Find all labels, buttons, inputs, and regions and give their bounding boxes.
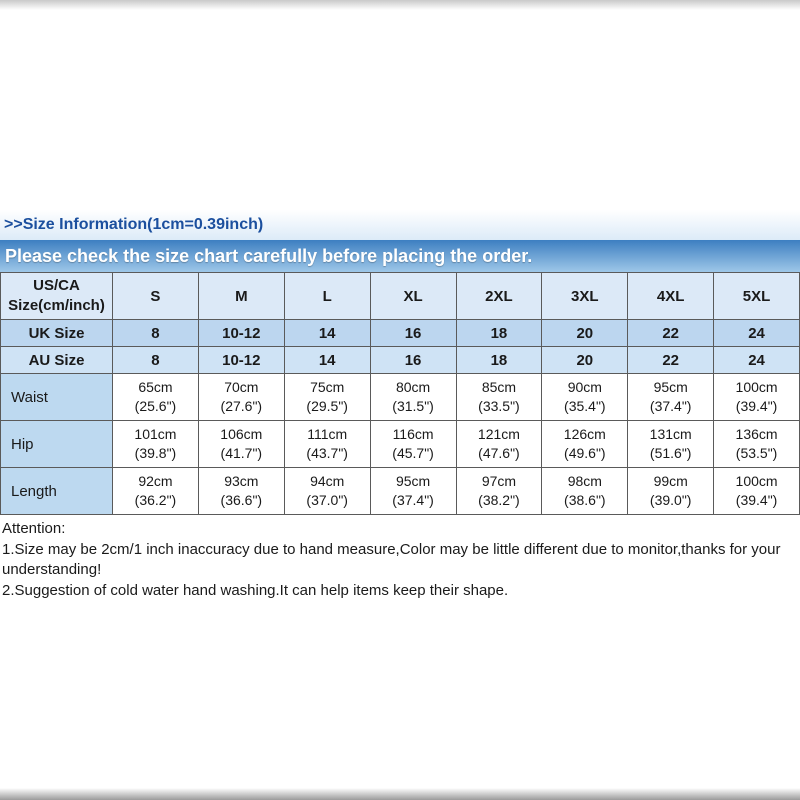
check-size-banner: Please check the size chart carefully be…	[0, 240, 800, 272]
hip-value: 136cm (53.5")	[713, 420, 800, 468]
waist-value: 70cm (27.6")	[197, 373, 285, 421]
waist-value: 65cm (25.6")	[112, 373, 199, 421]
uk-value: 22	[627, 319, 715, 347]
au-value: 10-12	[197, 346, 285, 374]
hip-value: 116cm (45.7")	[369, 420, 457, 468]
hip-value: 131cm (51.6")	[627, 420, 715, 468]
size-cell-2xl: 2XL	[455, 272, 543, 320]
size-table: US/CA Size(cm/inch) S M L XL 2XL 3XL 4XL…	[0, 272, 800, 515]
attention-section: Attention: 1.Size may be 2cm/1 inch inac…	[0, 515, 800, 602]
hip-value: 111cm (43.7")	[283, 420, 371, 468]
attention-title: Attention:	[2, 520, 66, 537]
uk-size-row: UK Size 8 10-12 14 16 18 20 22 24	[0, 319, 800, 347]
size-chart-panel: >>Size Information(1cm=0.39inch) Please …	[0, 210, 800, 602]
au-value: 14	[283, 346, 371, 374]
hip-value: 121cm (47.6")	[455, 420, 543, 468]
attention-line-1: 1.Size may be 2cm/1 inch inaccuracy due …	[2, 540, 781, 579]
size-cell-5xl: 5XL	[713, 272, 800, 320]
size-cell-4xl: 4XL	[627, 272, 715, 320]
length-value: 97cm (38.2")	[455, 467, 543, 515]
hip-value: 101cm (39.8")	[112, 420, 199, 468]
uk-value: 20	[541, 319, 629, 347]
size-information-title: >>Size Information(1cm=0.39inch)	[0, 210, 800, 240]
length-label: Length	[0, 467, 113, 515]
hip-row: Hip 101cm (39.8") 106cm (41.7") 111cm (4…	[0, 420, 800, 468]
waist-value: 100cm (39.4")	[713, 373, 800, 421]
uk-value: 10-12	[197, 319, 285, 347]
waist-value: 75cm (29.5")	[283, 373, 371, 421]
au-value: 18	[455, 346, 543, 374]
uk-value: 16	[369, 319, 457, 347]
au-value: 8	[112, 346, 199, 374]
waist-value: 80cm (31.5")	[369, 373, 457, 421]
waist-value: 85cm (33.5")	[455, 373, 543, 421]
size-cell-s: S	[112, 272, 199, 320]
au-value: 16	[369, 346, 457, 374]
length-value: 95cm (37.4")	[369, 467, 457, 515]
length-value: 98cm (38.6")	[541, 467, 629, 515]
uk-value: 18	[455, 319, 543, 347]
length-row: Length 92cm (36.2") 93cm (36.6") 94cm (3…	[0, 467, 800, 515]
top-fade-bar	[0, 0, 800, 10]
size-cell-m: M	[197, 272, 285, 320]
size-cell-l: L	[283, 272, 371, 320]
uk-value: 8	[112, 319, 199, 347]
length-value: 100cm (39.4")	[713, 467, 800, 515]
size-cell-3xl: 3XL	[541, 272, 629, 320]
waist-value: 95cm (37.4")	[627, 373, 715, 421]
hip-label: Hip	[0, 420, 113, 468]
size-header-row: US/CA Size(cm/inch) S M L XL 2XL 3XL 4XL…	[0, 272, 800, 320]
au-value: 22	[627, 346, 715, 374]
header-label-cell: US/CA Size(cm/inch)	[0, 272, 113, 320]
length-value: 99cm (39.0")	[627, 467, 715, 515]
waist-value: 90cm (35.4")	[541, 373, 629, 421]
hip-value: 106cm (41.7")	[197, 420, 285, 468]
au-size-row: AU Size 8 10-12 14 16 18 20 22 24	[0, 346, 800, 374]
au-value: 20	[541, 346, 629, 374]
au-value: 24	[713, 346, 800, 374]
waist-label: Waist	[0, 373, 113, 421]
bottom-fade-bar	[0, 788, 800, 800]
au-size-label: AU Size	[0, 346, 113, 374]
size-cell-xl: XL	[369, 272, 457, 320]
uk-value: 24	[713, 319, 800, 347]
hip-value: 126cm (49.6")	[541, 420, 629, 468]
length-value: 92cm (36.2")	[112, 467, 199, 515]
waist-row: Waist 65cm (25.6") 70cm (27.6") 75cm (29…	[0, 373, 800, 421]
uk-value: 14	[283, 319, 371, 347]
length-value: 93cm (36.6")	[197, 467, 285, 515]
length-value: 94cm (37.0")	[283, 467, 371, 515]
uk-size-label: UK Size	[0, 319, 113, 347]
attention-line-2: 2.Suggestion of cold water hand washing.…	[2, 582, 509, 600]
